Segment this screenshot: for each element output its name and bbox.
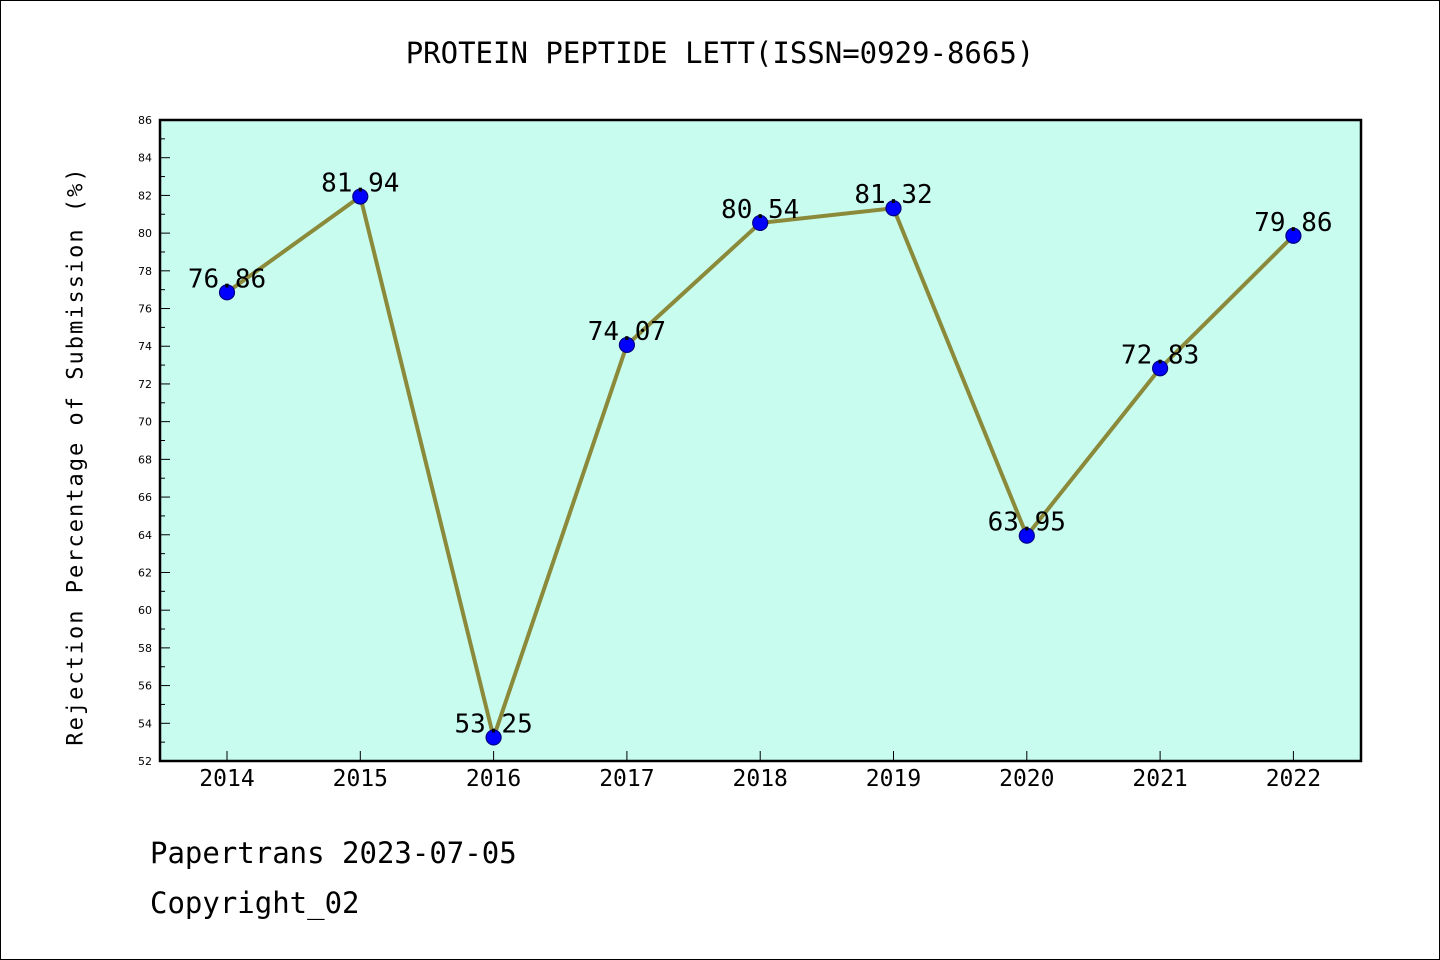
chart-title: PROTEIN PEPTIDE LETT(ISSN=0929-8665) [405, 36, 1035, 70]
y-tick-label: 72 [138, 378, 152, 391]
x-tick-label: 2018 [733, 766, 788, 792]
x-tick-label: 2015 [333, 766, 388, 792]
y-tick-label: 78 [138, 265, 152, 278]
data-point [618, 336, 636, 354]
data-label: 80.54 [721, 195, 799, 225]
y-tick-label: 56 [138, 680, 152, 693]
x-tick-label: 2022 [1266, 766, 1321, 792]
y-tick-label: 80 [138, 227, 152, 240]
data-point [1285, 227, 1302, 244]
y-tick-label: 84 [138, 152, 152, 165]
x-tick-label: 2016 [466, 766, 521, 792]
footer-copyright-text: Copyright_02 [150, 886, 360, 920]
data-label: 76.86 [188, 264, 266, 294]
y-tick-label: 52 [138, 755, 152, 768]
data-label: 81.94 [321, 169, 399, 199]
y-tick-label: 64 [138, 529, 152, 542]
data-label: 53.25 [454, 709, 532, 739]
y-tick-label: 60 [138, 604, 152, 617]
footer-date-text: Papertrans 2023-07-05 [150, 836, 517, 870]
data-label: 72.83 [1121, 340, 1199, 370]
y-tick-label: 86 [138, 114, 152, 127]
data-point [752, 214, 769, 232]
data-point [885, 200, 902, 217]
data-point [1018, 527, 1035, 544]
x-tick-label: 2019 [866, 766, 921, 792]
plot-border [158, 118, 1363, 763]
data-point [1151, 360, 1169, 377]
y-tick-label: 54 [138, 717, 152, 730]
y-tick-label: 82 [138, 189, 152, 202]
y-tick-label: 68 [138, 453, 152, 466]
data-label: 79.86 [1254, 208, 1332, 238]
data-label: 63.95 [988, 508, 1066, 538]
data-point [218, 284, 236, 301]
y-tick-label: 76 [138, 303, 152, 316]
x-tick-label: 2014 [199, 766, 254, 792]
data-point [352, 188, 369, 205]
x-tick-label: 2017 [599, 766, 654, 792]
x-tick-label: 2020 [999, 766, 1054, 792]
data-label: 81.32 [854, 180, 932, 210]
data-label: 74.07 [588, 317, 666, 347]
y-tick-label: 66 [138, 491, 152, 504]
x-tick-label: 2021 [1132, 766, 1187, 792]
data-point [485, 729, 502, 746]
y-tick-label: 58 [138, 642, 152, 655]
y-tick-label: 74 [138, 340, 152, 353]
y-tick-label: 70 [138, 416, 152, 429]
y-tick-label: 62 [138, 566, 152, 579]
